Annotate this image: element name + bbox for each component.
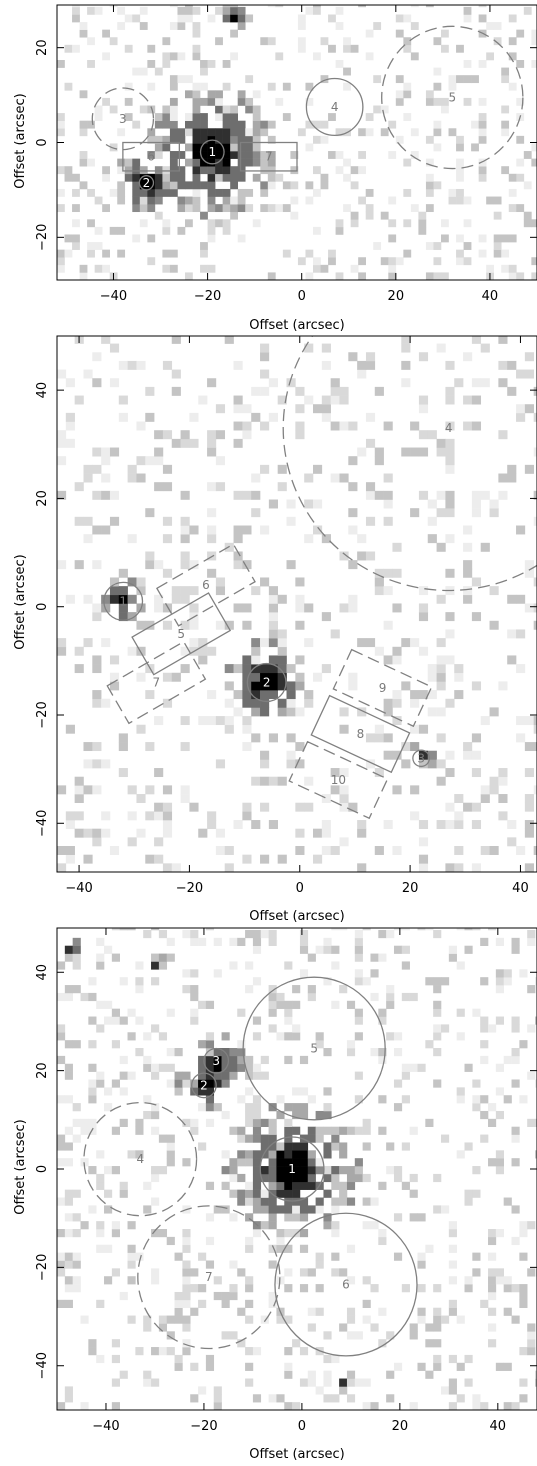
bottom-xtick-label--40: −40 bbox=[92, 1419, 119, 1434]
top-ytick-label-20: 20 bbox=[35, 39, 50, 56]
top-xtick-label-40: 40 bbox=[482, 289, 499, 304]
middle-region-7 bbox=[106, 640, 207, 725]
middle-region-1-label: 1 bbox=[119, 594, 127, 608]
middle-xtick-label--20: −20 bbox=[176, 881, 203, 896]
middle-region-10-label: 10 bbox=[331, 773, 346, 787]
middle-region-2 bbox=[246, 662, 287, 703]
top-region-2 bbox=[138, 175, 155, 191]
bottom-region-3-label: 3 bbox=[212, 1054, 220, 1068]
middle-ytick-label-20: 20 bbox=[35, 490, 50, 507]
top-region-1 bbox=[199, 139, 225, 165]
middle-region-3-label: 3 bbox=[417, 751, 425, 765]
middle-region-5 bbox=[131, 592, 232, 676]
top-region-2-label: 2 bbox=[143, 176, 151, 190]
bottom-ytick-label-20: 20 bbox=[35, 1062, 50, 1079]
bottom-region-5 bbox=[242, 976, 386, 1121]
top-region-5 bbox=[381, 25, 524, 170]
bottom-region-7 bbox=[137, 1205, 281, 1350]
middle-region-6-label: 6 bbox=[202, 578, 210, 592]
top-region-7-label: 7 bbox=[265, 150, 273, 164]
middle-xtick-label-0: 0 bbox=[296, 881, 304, 896]
top-region-5-label: 5 bbox=[448, 90, 456, 104]
bottom-x-axis-label: Offset (arcsec) bbox=[249, 1447, 344, 1462]
bottom-region-6-label: 6 bbox=[342, 1278, 350, 1292]
middle-y-axis-label: Offset (arcsec) bbox=[13, 554, 28, 649]
bottom-xtick-label-20: 20 bbox=[392, 1419, 409, 1434]
top-region-3-label: 3 bbox=[119, 112, 127, 126]
bottom-xtick-label-0: 0 bbox=[298, 1419, 306, 1434]
top-x-axis-label: Offset (arcsec) bbox=[249, 318, 344, 333]
top-region-1-label: 1 bbox=[208, 145, 216, 159]
bottom-region-1 bbox=[259, 1136, 325, 1202]
bottom-region-3 bbox=[203, 1047, 230, 1074]
middle-region-8-label: 8 bbox=[357, 727, 365, 741]
panel-middle: 1 2 3 4 5 6 7 8 9 10 −40 −20 0 20 40 −40 −20 0 20 40 bbox=[35, 335, 537, 896]
top-region-4 bbox=[305, 77, 364, 137]
middle-region-1 bbox=[103, 581, 144, 621]
bottom-xtick-label-40: 40 bbox=[490, 1419, 507, 1434]
middle-region-10 bbox=[288, 740, 389, 820]
middle-plot-frame bbox=[56, 335, 537, 873]
top-region-7 bbox=[239, 141, 298, 172]
middle-x-axis-label: Offset (arcsec) bbox=[249, 909, 344, 924]
middle-ytick-label--20: −20 bbox=[35, 701, 50, 728]
bottom-region-7-label: 7 bbox=[205, 1270, 213, 1284]
top-y-axis-label: Offset (arcsec) bbox=[13, 93, 28, 188]
top-xtick-label-20: 20 bbox=[388, 289, 405, 304]
middle-ytick-label-40: 40 bbox=[35, 382, 50, 399]
middle-ytick-label--40: −40 bbox=[35, 810, 50, 837]
bottom-region-1-label: 1 bbox=[288, 1162, 296, 1176]
middle-region-5-label: 5 bbox=[177, 627, 185, 641]
middle-xtick-label--40: −40 bbox=[65, 881, 92, 896]
middle-region-6 bbox=[156, 543, 256, 627]
top-ytick-label-0: 0 bbox=[35, 138, 50, 146]
bottom-region-5-label: 5 bbox=[310, 1042, 318, 1056]
top-xtick-label-0: 0 bbox=[298, 289, 306, 304]
bottom-ytick-label--20: −20 bbox=[35, 1254, 50, 1281]
bottom-ytick-label--40: −40 bbox=[35, 1352, 50, 1379]
bottom-xtick-label--20: −20 bbox=[190, 1419, 217, 1434]
top-region-6 bbox=[122, 141, 181, 172]
top-counts-image bbox=[57, 5, 537, 280]
bottom-region-4 bbox=[83, 1101, 198, 1217]
top-region-3 bbox=[91, 87, 155, 151]
bottom-region-6 bbox=[274, 1212, 418, 1357]
bottom-y-axis-label: Offset (arcsec) bbox=[13, 1119, 28, 1214]
middle-ytick-label-0: 0 bbox=[35, 603, 50, 611]
bottom-region-2 bbox=[191, 1072, 217, 1099]
bottom-ytick-label-40: 40 bbox=[35, 964, 50, 981]
bottom-ytick-label-0: 0 bbox=[35, 1165, 50, 1173]
middle-region-9-label: 9 bbox=[379, 681, 387, 695]
top-ytick-label--20: −20 bbox=[35, 224, 50, 251]
middle-counts-image bbox=[57, 336, 537, 872]
middle-region-4-label: 4 bbox=[445, 421, 453, 435]
middle-region-9 bbox=[332, 648, 433, 728]
middle-region-4 bbox=[282, 336, 537, 592]
bottom-counts-image bbox=[57, 928, 537, 1410]
panel-top: 1 2 3 4 5 6 7 −40 −20 0 20 40 −20 0 20 bbox=[35, 4, 537, 304]
middle-xtick-label-20: 20 bbox=[402, 881, 419, 896]
middle-region-7-label: 7 bbox=[152, 676, 160, 690]
top-xtick-label--40: −40 bbox=[100, 289, 127, 304]
bottom-region-4-label: 4 bbox=[136, 1152, 144, 1166]
middle-xtick-label-40: 40 bbox=[512, 881, 529, 896]
top-region-4-label: 4 bbox=[331, 100, 339, 114]
middle-region-3 bbox=[412, 749, 431, 768]
top-region-6-label: 6 bbox=[147, 150, 155, 164]
top-xtick-label--20: −20 bbox=[194, 289, 221, 304]
middle-region-8 bbox=[310, 694, 411, 774]
bottom-region-2-label: 2 bbox=[200, 1078, 208, 1092]
middle-region-2-label: 2 bbox=[263, 676, 271, 690]
